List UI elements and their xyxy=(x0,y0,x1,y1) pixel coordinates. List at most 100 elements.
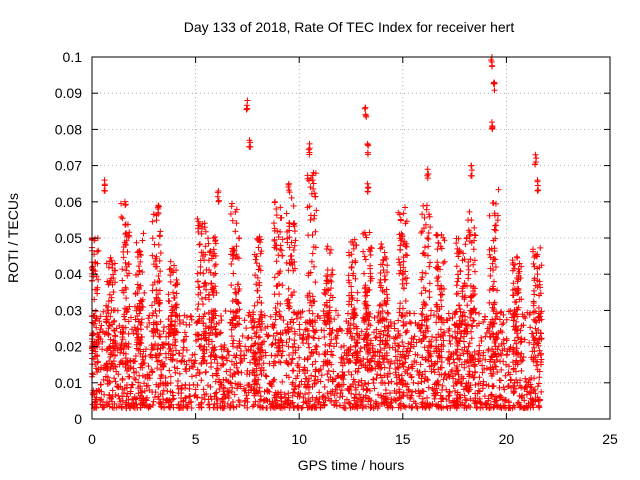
data-point xyxy=(462,241,469,248)
data-point xyxy=(107,336,114,343)
data-point xyxy=(398,372,405,379)
grid-lines xyxy=(92,57,610,419)
data-point xyxy=(321,384,328,391)
data-point xyxy=(459,399,466,406)
data-point xyxy=(518,393,525,400)
data-point xyxy=(530,299,537,306)
data-point xyxy=(378,241,385,248)
data-point xyxy=(384,262,391,269)
data-point xyxy=(510,317,517,324)
data-point xyxy=(119,215,126,222)
data-point xyxy=(433,275,440,282)
data-point xyxy=(131,393,138,400)
data-point xyxy=(334,332,341,339)
data-point xyxy=(258,308,265,315)
data-point xyxy=(461,333,468,340)
data-point xyxy=(253,281,260,288)
data-point xyxy=(100,376,107,383)
data-point xyxy=(152,340,159,347)
data-point xyxy=(112,378,119,385)
data-point xyxy=(443,316,450,323)
data-point xyxy=(438,371,445,378)
data-point xyxy=(335,382,342,389)
data-point xyxy=(154,327,161,334)
data-point xyxy=(118,213,125,220)
data-point xyxy=(308,258,315,265)
data-point xyxy=(166,266,173,273)
data-point xyxy=(103,347,110,354)
data-point xyxy=(333,327,340,334)
data-point xyxy=(97,313,104,320)
data-point xyxy=(321,334,328,341)
data-point xyxy=(455,275,462,282)
data-point xyxy=(199,253,206,260)
data-point xyxy=(157,318,164,325)
data-point xyxy=(135,318,142,325)
data-point xyxy=(452,334,459,341)
data-point xyxy=(501,404,508,411)
data-point xyxy=(335,312,342,319)
data-point xyxy=(500,358,507,365)
data-point xyxy=(506,346,513,353)
data-point xyxy=(388,358,395,365)
data-point xyxy=(193,337,200,344)
data-point xyxy=(461,364,468,371)
data-point xyxy=(357,348,364,355)
data-point xyxy=(465,343,472,350)
data-point xyxy=(300,399,307,406)
data-point xyxy=(336,394,343,401)
data-point xyxy=(420,388,427,395)
data-point xyxy=(424,376,431,383)
data-point xyxy=(363,403,370,410)
data-point xyxy=(451,398,458,405)
data-point xyxy=(310,185,317,192)
data-point xyxy=(95,334,102,341)
data-point xyxy=(187,313,194,320)
data-point xyxy=(258,341,265,348)
data-point xyxy=(256,321,263,328)
data-point xyxy=(468,167,475,174)
data-point xyxy=(99,346,106,353)
data-point xyxy=(384,402,391,409)
data-point xyxy=(506,363,513,370)
data-point xyxy=(175,385,182,392)
data-point xyxy=(235,235,242,242)
data-point xyxy=(292,237,299,244)
data-point xyxy=(316,389,323,396)
data-point xyxy=(375,391,382,398)
data-point xyxy=(490,267,497,274)
data-point xyxy=(163,397,170,404)
data-point xyxy=(503,337,510,344)
data-point xyxy=(310,334,317,341)
data-point xyxy=(450,375,457,382)
data-point xyxy=(273,330,280,337)
data-point xyxy=(362,256,369,263)
data-point xyxy=(230,270,237,277)
data-point xyxy=(96,388,103,395)
data-point xyxy=(278,352,285,359)
data-point xyxy=(144,394,151,401)
data-point xyxy=(307,216,314,223)
data-point xyxy=(416,369,423,376)
data-point xyxy=(393,390,400,397)
data-point xyxy=(400,210,407,217)
data-point xyxy=(453,380,460,387)
data-point xyxy=(92,308,99,315)
data-point xyxy=(117,359,124,366)
data-point xyxy=(200,386,207,393)
data-point xyxy=(479,382,486,389)
data-point xyxy=(463,397,470,404)
data-point xyxy=(140,397,147,404)
data-point xyxy=(194,270,201,277)
data-point xyxy=(309,310,316,317)
data-point xyxy=(412,351,419,358)
data-point xyxy=(131,369,138,376)
data-point xyxy=(118,200,125,207)
data-point xyxy=(232,312,239,319)
data-point xyxy=(476,388,483,395)
data-point xyxy=(497,377,504,384)
data-point xyxy=(328,348,335,355)
data-point xyxy=(173,301,180,308)
data-point xyxy=(93,315,100,322)
data-point xyxy=(331,316,338,323)
